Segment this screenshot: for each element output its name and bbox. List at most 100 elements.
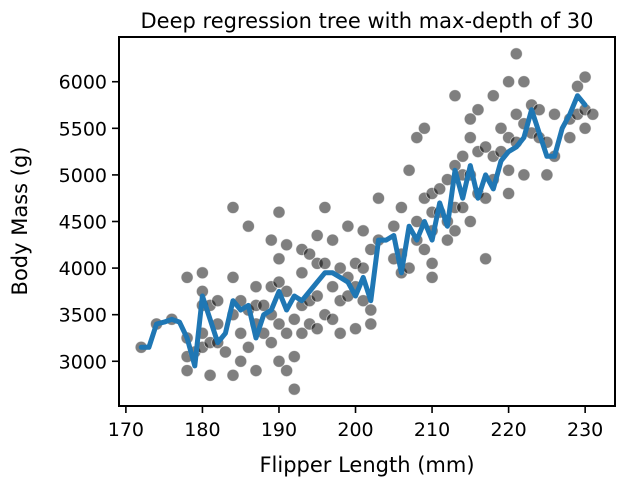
data-point [264,233,278,247]
data-point [402,163,416,177]
data-point [471,103,485,117]
data-point [280,326,294,340]
data-point [486,89,500,103]
data-point [517,168,531,182]
data-point [463,215,477,228]
data-point [356,261,370,275]
data-point [463,131,477,145]
data-point [295,266,309,280]
data-point [264,336,278,350]
data-point [517,75,531,89]
data-point [425,270,439,284]
data-point [326,233,340,247]
data-point [287,350,301,364]
data-point [241,340,255,354]
y-tick-label: 3000 [59,351,107,373]
data-point [195,266,209,280]
data-point [417,243,431,256]
data-point [241,219,255,233]
x-axis-label: Flipper Length (mm) [259,453,474,477]
data-point [494,121,508,135]
data-point [257,298,271,312]
data-point [456,201,470,214]
data-point [226,368,240,382]
data-point [333,261,347,275]
y-tick-label: 4000 [59,258,107,280]
data-point [303,247,317,261]
data-point [364,317,378,331]
data-point [387,219,401,233]
data-point [479,252,493,266]
data-point [318,256,332,270]
prediction-line-layer [138,93,588,369]
chart-title: Deep regression tree with max-depth of 3… [141,9,594,33]
x-tick-label: 220 [490,419,526,441]
data-point [578,121,592,135]
data-point [326,312,340,326]
scatter-points [134,47,600,396]
data-point [502,163,516,177]
data-point [509,107,523,121]
x-tick-label: 180 [184,419,220,441]
data-point [563,131,577,145]
data-point [234,354,248,368]
data-point [425,256,439,270]
x-axis-ticks: 170 180 190 200 210 220 230 [108,406,603,441]
y-tick-label: 4500 [59,212,107,234]
y-axis-label: Body Mass (g) [8,147,32,296]
data-point [540,168,554,182]
data-point [456,149,470,163]
x-tick-label: 170 [108,419,144,441]
data-point [203,368,217,382]
data-point [211,294,225,308]
data-point [417,121,431,135]
data-point [364,303,378,317]
data-point [463,112,477,126]
data-point [280,364,294,378]
data-point [448,224,462,238]
data-point [440,233,454,247]
data-point [295,326,309,340]
data-point [272,317,286,331]
data-point [326,280,340,294]
data-point [578,70,592,84]
data-point [218,345,232,359]
data-point [272,275,286,289]
data-point [280,238,294,252]
y-tick-label: 5000 [59,165,107,187]
y-tick-label: 6000 [59,72,107,94]
data-point [272,252,286,266]
data-point [341,219,355,233]
data-point [310,322,324,336]
data-point [310,289,324,303]
x-tick-label: 230 [567,419,603,441]
data-point [180,270,194,284]
data-point [287,312,301,326]
x-tick-label: 210 [414,419,450,441]
data-point [586,107,600,121]
data-point [509,47,523,61]
y-tick-label: 5500 [59,118,107,140]
data-point [272,354,286,368]
x-tick-label: 200 [337,419,373,441]
data-point [502,187,516,200]
data-point [272,205,286,219]
data-point [234,326,248,340]
y-axis-ticks: 3000 3500 4000 4500 5000 5500 6000 [59,72,119,373]
data-point [502,75,516,89]
data-point [448,89,462,103]
x-tick-label: 190 [261,419,297,441]
data-point [356,224,370,238]
data-point [226,270,240,284]
data-point [571,80,584,93]
data-point [249,364,263,378]
data-point [287,382,301,396]
data-point [433,182,447,196]
data-point [479,140,493,154]
data-point [226,201,240,214]
data-point [310,229,324,242]
data-point [249,280,263,294]
data-point [372,191,385,205]
data-point [410,131,424,145]
